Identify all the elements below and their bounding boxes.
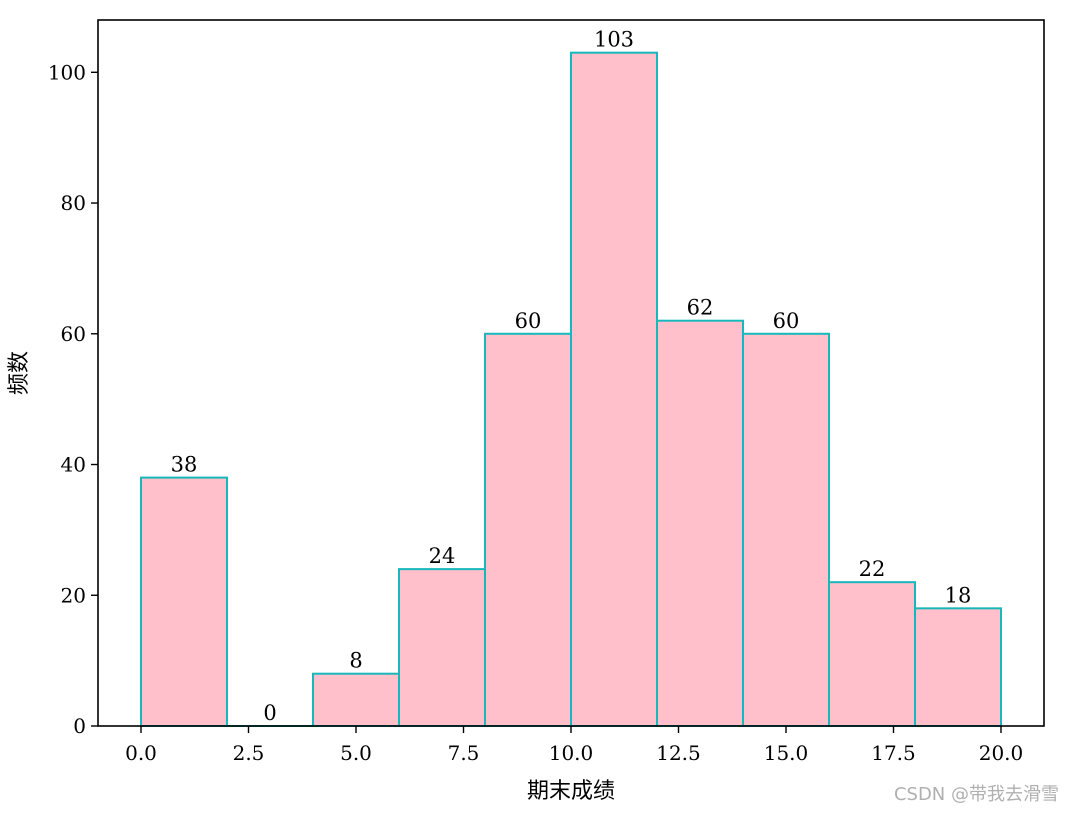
bar-value-label: 0 <box>263 701 276 725</box>
x-tick-label: 7.5 <box>448 741 480 765</box>
histogram-bar <box>484 332 572 727</box>
bar-value-label: 103 <box>594 28 634 52</box>
histogram-bar <box>140 476 228 727</box>
bar-value-label: 22 <box>859 557 886 581</box>
x-tick-label: 20.0 <box>979 741 1024 765</box>
x-tick-label: 10.0 <box>549 741 594 765</box>
y-tick-label: 40 <box>61 453 86 477</box>
x-tick-label: 5.0 <box>340 741 372 765</box>
x-tick-label: 12.5 <box>656 741 701 765</box>
x-tick-label: 2.5 <box>233 741 265 765</box>
bar-value-label: 18 <box>945 583 972 607</box>
bar-value-label: 62 <box>687 296 714 320</box>
x-tick-label: 15.0 <box>764 741 809 765</box>
histogram-bar <box>398 568 486 727</box>
bar-value-label: 24 <box>429 544 456 568</box>
x-tick-label: 17.5 <box>871 741 916 765</box>
histogram-bar <box>656 319 744 727</box>
y-axis-label: 频数 <box>7 351 32 395</box>
bar-value-label: 60 <box>773 309 800 333</box>
y-tick-label: 0 <box>73 714 86 738</box>
bars-group <box>140 51 1002 728</box>
histogram-bar <box>914 607 1002 727</box>
x-axis-ticks: 0.0 2.5 5.0 7.5 10.0 12.5 15.0 17.5 20.0 <box>125 726 1023 765</box>
bar-value-label: 38 <box>171 453 198 477</box>
histogram-bar <box>570 51 658 728</box>
histogram-bar <box>312 672 400 727</box>
y-tick-label: 20 <box>61 583 86 607</box>
watermark: CSDN @带我去滑雪 <box>893 784 1059 805</box>
y-tick-label: 80 <box>61 191 86 215</box>
bar-value-label: 8 <box>349 649 362 673</box>
y-tick-label: 60 <box>61 322 86 346</box>
histogram-bar <box>828 581 916 727</box>
x-tick-label: 0.0 <box>125 741 157 765</box>
data-labels-group: 38 0 8 24 60 103 62 60 22 18 <box>171 28 972 725</box>
bar-value-label: 60 <box>515 309 542 333</box>
histogram-bar <box>742 332 830 727</box>
x-axis-label: 期末成绩 <box>527 779 615 804</box>
y-axis-ticks: 0 20 40 60 80 100 <box>48 60 98 738</box>
y-tick-label: 100 <box>48 60 86 84</box>
